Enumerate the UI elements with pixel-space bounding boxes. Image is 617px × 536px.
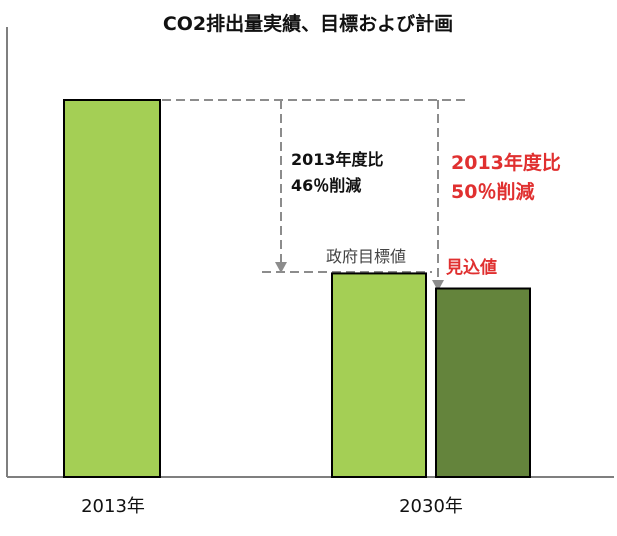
bar-2030-forecast xyxy=(435,287,531,478)
forecast-bar-label: 見込値 xyxy=(445,257,497,278)
target-reduction-arrowhead xyxy=(275,262,287,273)
chart-title: CO2排出量実績、目標および計画 xyxy=(163,12,453,35)
target-reduction-line1: 2013年度比 xyxy=(291,150,384,169)
bar-2013-actual xyxy=(63,99,161,478)
forecast-reduction-line2: 50％削減 xyxy=(451,180,534,203)
forecast-reduction-arrowhead xyxy=(432,280,444,291)
x-tick-label-2013: 2013年 xyxy=(81,496,145,517)
bar-2030-government-target xyxy=(331,272,427,479)
forecast-reduction-line1: 2013年度比 xyxy=(451,151,561,174)
target-bar-label: 政府目標値 xyxy=(326,247,406,266)
x-tick-label-2030: 2030年 xyxy=(399,496,463,517)
target-reduction-line2: 46％削減 xyxy=(291,176,361,195)
